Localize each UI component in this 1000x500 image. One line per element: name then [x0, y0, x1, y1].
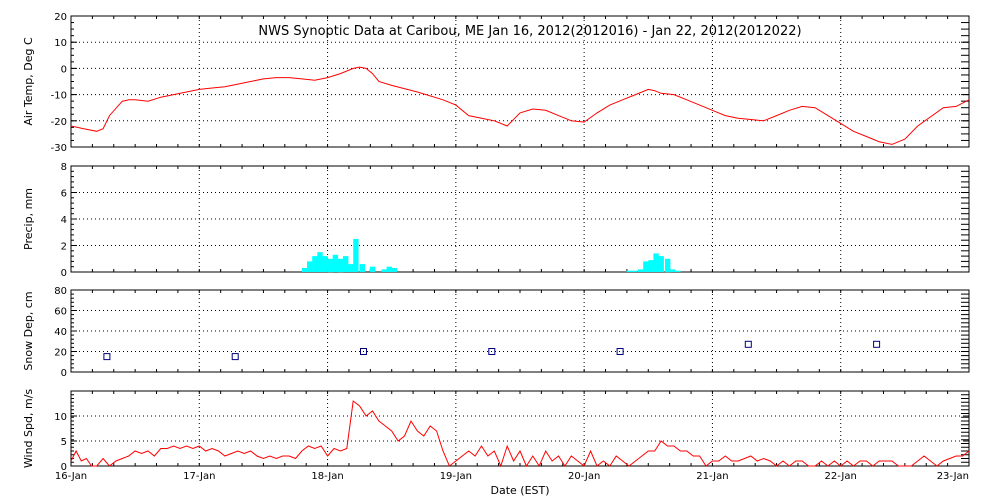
precip-bar — [369, 266, 376, 272]
precip-bar — [643, 261, 649, 272]
y-axis-title: Wind Spd, m/s — [22, 389, 35, 469]
y-tick-label: 20 — [54, 12, 67, 23]
y-tick-label: 2 — [61, 242, 67, 253]
x-tick-label: 22-Jan — [825, 471, 857, 482]
y-tick-label: -30 — [51, 143, 67, 154]
snow-depth-point — [360, 348, 367, 355]
y-tick-label: 0 — [61, 368, 67, 379]
snow-depth-point — [873, 340, 881, 348]
precip-bar — [301, 268, 308, 272]
x-tick-label: 20-Jan — [568, 471, 600, 482]
snow-depth-point — [103, 353, 111, 361]
y-tick-label: 8 — [61, 162, 67, 173]
snow-depth-point — [231, 353, 239, 361]
precip-bar — [653, 253, 659, 272]
y-tick-label: 0 — [61, 268, 67, 279]
panel-4: 10 5 0 Wind Spd, m/s — [22, 389, 970, 473]
precip-bar — [638, 269, 644, 272]
precip-bar — [353, 238, 359, 272]
y-tick-label: 60 — [54, 307, 67, 318]
precip-bar — [675, 270, 681, 272]
precip-bar — [670, 269, 676, 272]
precip-bar — [631, 270, 637, 272]
chart-title: NWS Synoptic Data at Caribou, ME Jan 16,… — [258, 24, 801, 39]
y-tick-label: 80 — [54, 286, 67, 297]
precip-bar — [332, 254, 339, 272]
precip-bar — [626, 270, 632, 272]
precip-bar — [322, 256, 328, 272]
y-tick-label: 6 — [61, 189, 67, 200]
y-tick-label: -20 — [51, 117, 67, 128]
y-axis-title: Snow Dep, cm — [22, 291, 35, 370]
precip-bar — [648, 260, 654, 272]
precip-bar — [312, 256, 318, 272]
y-tick-label: 10 — [54, 38, 67, 49]
y-tick-label: 0 — [61, 462, 67, 473]
y-tick-label: 0 — [61, 64, 67, 75]
air-temp-line — [70, 66, 970, 145]
snow-depth-point — [744, 340, 752, 348]
precip-bar — [343, 256, 349, 272]
x-tick-label: 17-Jan — [183, 471, 215, 482]
y-tick-label: 10 — [54, 412, 67, 423]
y-tick-label: 5 — [61, 437, 67, 448]
panel-frame — [70, 390, 970, 467]
x-tick-label: 18-Jan — [311, 471, 343, 482]
wind-speed-line — [70, 400, 970, 468]
x-axis-title: Date (EST) — [490, 484, 549, 497]
snow-depth-point — [616, 348, 624, 355]
y-tick-label: 20 — [54, 348, 67, 359]
precip-bar — [658, 256, 664, 272]
precip-bar — [391, 268, 398, 272]
precip-bar — [359, 264, 365, 272]
precip-bar — [665, 258, 671, 273]
precip-bar — [386, 266, 392, 272]
precip-bar — [307, 261, 313, 272]
precip-bar — [348, 264, 354, 272]
precip-bar — [337, 258, 344, 273]
panel-2: 8 6 4 2 0 Precip, mm — [22, 162, 970, 279]
precip-bar — [327, 258, 333, 273]
y-axis-title: Air Temp, Deg C — [22, 37, 35, 126]
panel-3: 80 60 40 20 0 Snow Dep, cm — [22, 286, 970, 379]
panel-1: 20 10 0 -10 -20 -30 Air Temp, Deg C — [22, 12, 970, 154]
y-tick-label: 4 — [61, 215, 67, 226]
precip-bar — [317, 252, 323, 272]
x-tick-label: 16-Jan — [55, 471, 87, 482]
x-tick-label: 21-Jan — [696, 471, 728, 482]
snow-depth-point — [488, 348, 496, 355]
x-tick-label: 23-Jan — [937, 471, 969, 482]
precip-bar — [381, 269, 387, 272]
x-tick-label: 19-Jan — [440, 471, 472, 482]
y-tick-label: -10 — [51, 91, 67, 102]
y-axis-title: Precip, mm — [22, 188, 35, 250]
y-tick-label: 40 — [54, 327, 67, 338]
